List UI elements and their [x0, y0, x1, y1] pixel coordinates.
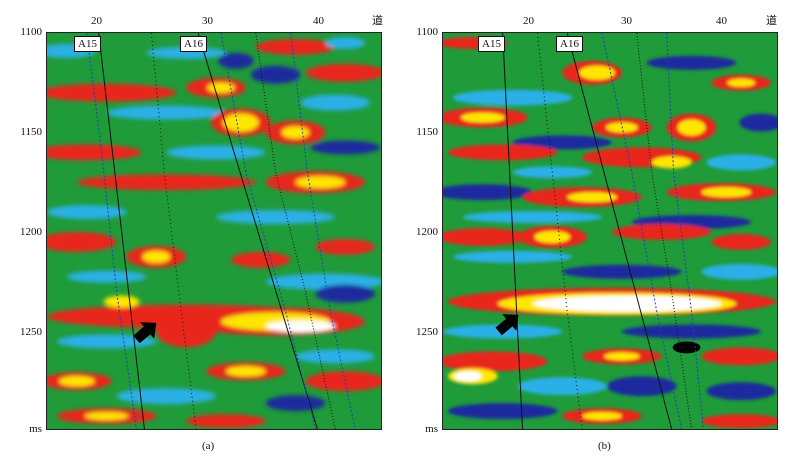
x-tick-40: 40	[313, 15, 324, 27]
x-tick-40: 40	[716, 15, 727, 27]
well-label-a16: A16	[180, 36, 207, 52]
x-tick-20: 20	[523, 15, 534, 27]
arrow-icon	[133, 322, 157, 344]
y-unit: ms	[29, 423, 42, 435]
y-unit: ms	[425, 423, 438, 435]
y-tick-1100: 1100	[416, 26, 438, 38]
well-label-a16: A16	[556, 36, 583, 52]
seismic-image-b	[443, 33, 777, 429]
caption-a: (a)	[202, 440, 215, 452]
seismic-section-b	[442, 32, 778, 430]
panel-a: 20 30 40 道 1100 1150 1200 1250 ms	[20, 15, 383, 453]
seismic-section-a	[46, 32, 382, 430]
y-tick-1200: 1200	[416, 226, 438, 238]
x-unit: 道	[372, 15, 383, 27]
x-unit: 道	[766, 15, 777, 27]
x-tick-30: 30	[202, 15, 213, 27]
x-tick-20: 20	[91, 15, 102, 27]
y-tick-1100: 1100	[20, 26, 42, 38]
seismic-image-a	[47, 33, 381, 429]
well-label-a15: A15	[74, 36, 101, 52]
y-tick-1250: 1250	[20, 326, 42, 338]
y-tick-1150: 1150	[416, 126, 438, 138]
panel-b: 20 30 40 道 1100 1150 1200 1250 ms	[398, 0, 796, 463]
y-tick-1250: 1250	[416, 326, 438, 338]
well-label-a15: A15	[478, 36, 505, 52]
arrow-icon	[495, 314, 519, 336]
y-tick-1150: 1150	[20, 126, 42, 138]
y-tick-1200: 1200	[20, 226, 42, 238]
x-tick-30: 30	[621, 15, 632, 27]
caption-b: (b)	[598, 440, 611, 452]
